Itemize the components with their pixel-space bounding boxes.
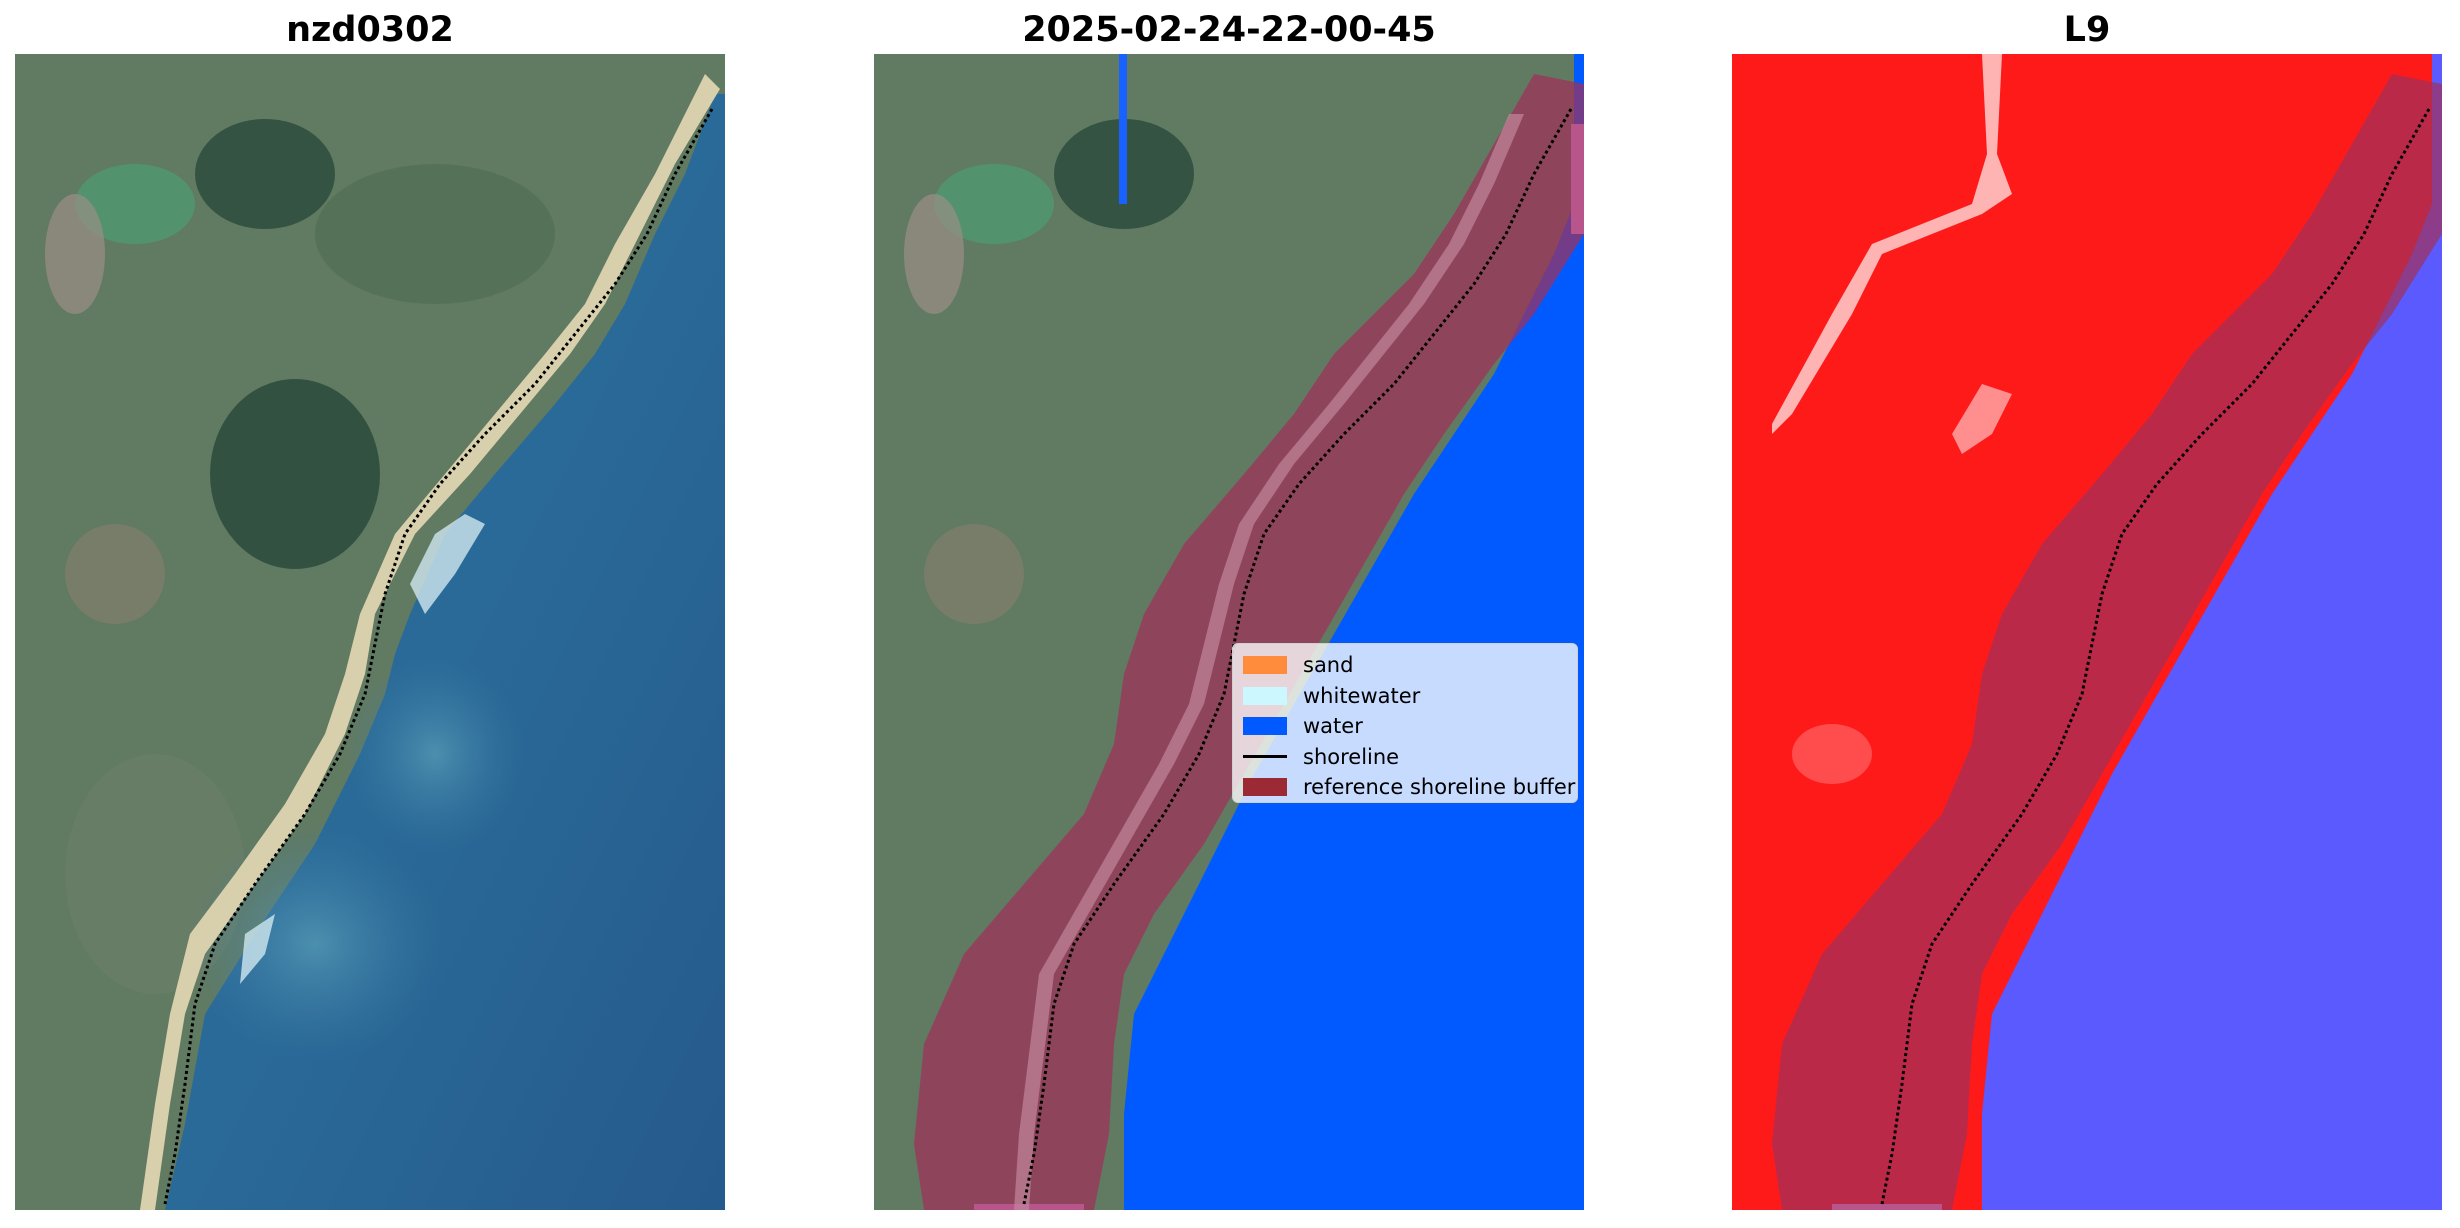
panel-title-classified: 2025-02-24-22-00-45 <box>1022 10 1436 50</box>
legend-item-whitewater: whitewater <box>1243 681 1567 712</box>
detected-shoreline <box>1022 108 1573 1205</box>
bare-ground <box>904 194 964 314</box>
water-class <box>1124 54 1584 1210</box>
legend-item-water: water <box>1243 711 1567 742</box>
water-class-stripe <box>1119 54 1127 204</box>
panel-title-rgb: nzd0302 <box>286 10 454 50</box>
buffer-edge-bar <box>1832 1204 1942 1210</box>
legend-swatch-water <box>1243 717 1287 736</box>
detected-shoreline <box>163 108 714 1205</box>
classified-image <box>874 54 1584 1210</box>
legend-item-shoreline: shoreline <box>1243 742 1567 773</box>
index-highlight <box>1772 54 2012 434</box>
beach <box>140 74 720 1210</box>
index-image <box>1732 54 2442 1210</box>
legend-swatch-sand <box>1243 656 1287 675</box>
classified-image-panel <box>874 54 1584 1210</box>
hill-shade <box>315 164 555 304</box>
legend-label: reference shoreline buffer <box>1303 775 1576 800</box>
legend-item-buffer: reference shoreline buffer <box>1243 772 1575 803</box>
legend-swatch-buffer <box>1243 778 1287 797</box>
legend-label: shoreline <box>1303 744 1400 769</box>
shallow-water <box>185 824 445 1064</box>
legend-swatch-whitewater <box>1243 686 1287 705</box>
bare-ground <box>45 194 105 314</box>
index-highlight <box>1952 384 2012 454</box>
buffer-edge-bar <box>1571 124 1584 234</box>
water-index <box>1982 54 2442 1210</box>
shallow-water <box>345 654 525 854</box>
legend-label: sand <box>1303 653 1354 678</box>
index-highlight <box>1792 724 1872 784</box>
legend: sand whitewater water shoreline referenc… <box>1232 643 1578 803</box>
bare-ground <box>65 524 165 624</box>
sand-class <box>1014 114 1524 1210</box>
surf-zone <box>410 514 485 614</box>
legend-item-sand: sand <box>1243 650 1567 681</box>
detected-shoreline <box>1880 108 2431 1205</box>
panel-title-index: L9 <box>2063 10 2111 50</box>
field <box>934 164 1054 244</box>
surf-zone <box>240 914 275 984</box>
index-image-panel <box>1732 54 2442 1210</box>
rgb-image-panel <box>15 54 725 1210</box>
field <box>75 164 195 244</box>
legend-label: whitewater <box>1303 683 1421 708</box>
legend-line-shoreline <box>1243 755 1287 759</box>
bare-ground <box>924 524 1024 624</box>
rgb-image <box>15 54 725 1210</box>
legend-label: water <box>1303 714 1363 739</box>
dark-vegetation <box>210 379 380 569</box>
dark-vegetation <box>195 119 335 229</box>
